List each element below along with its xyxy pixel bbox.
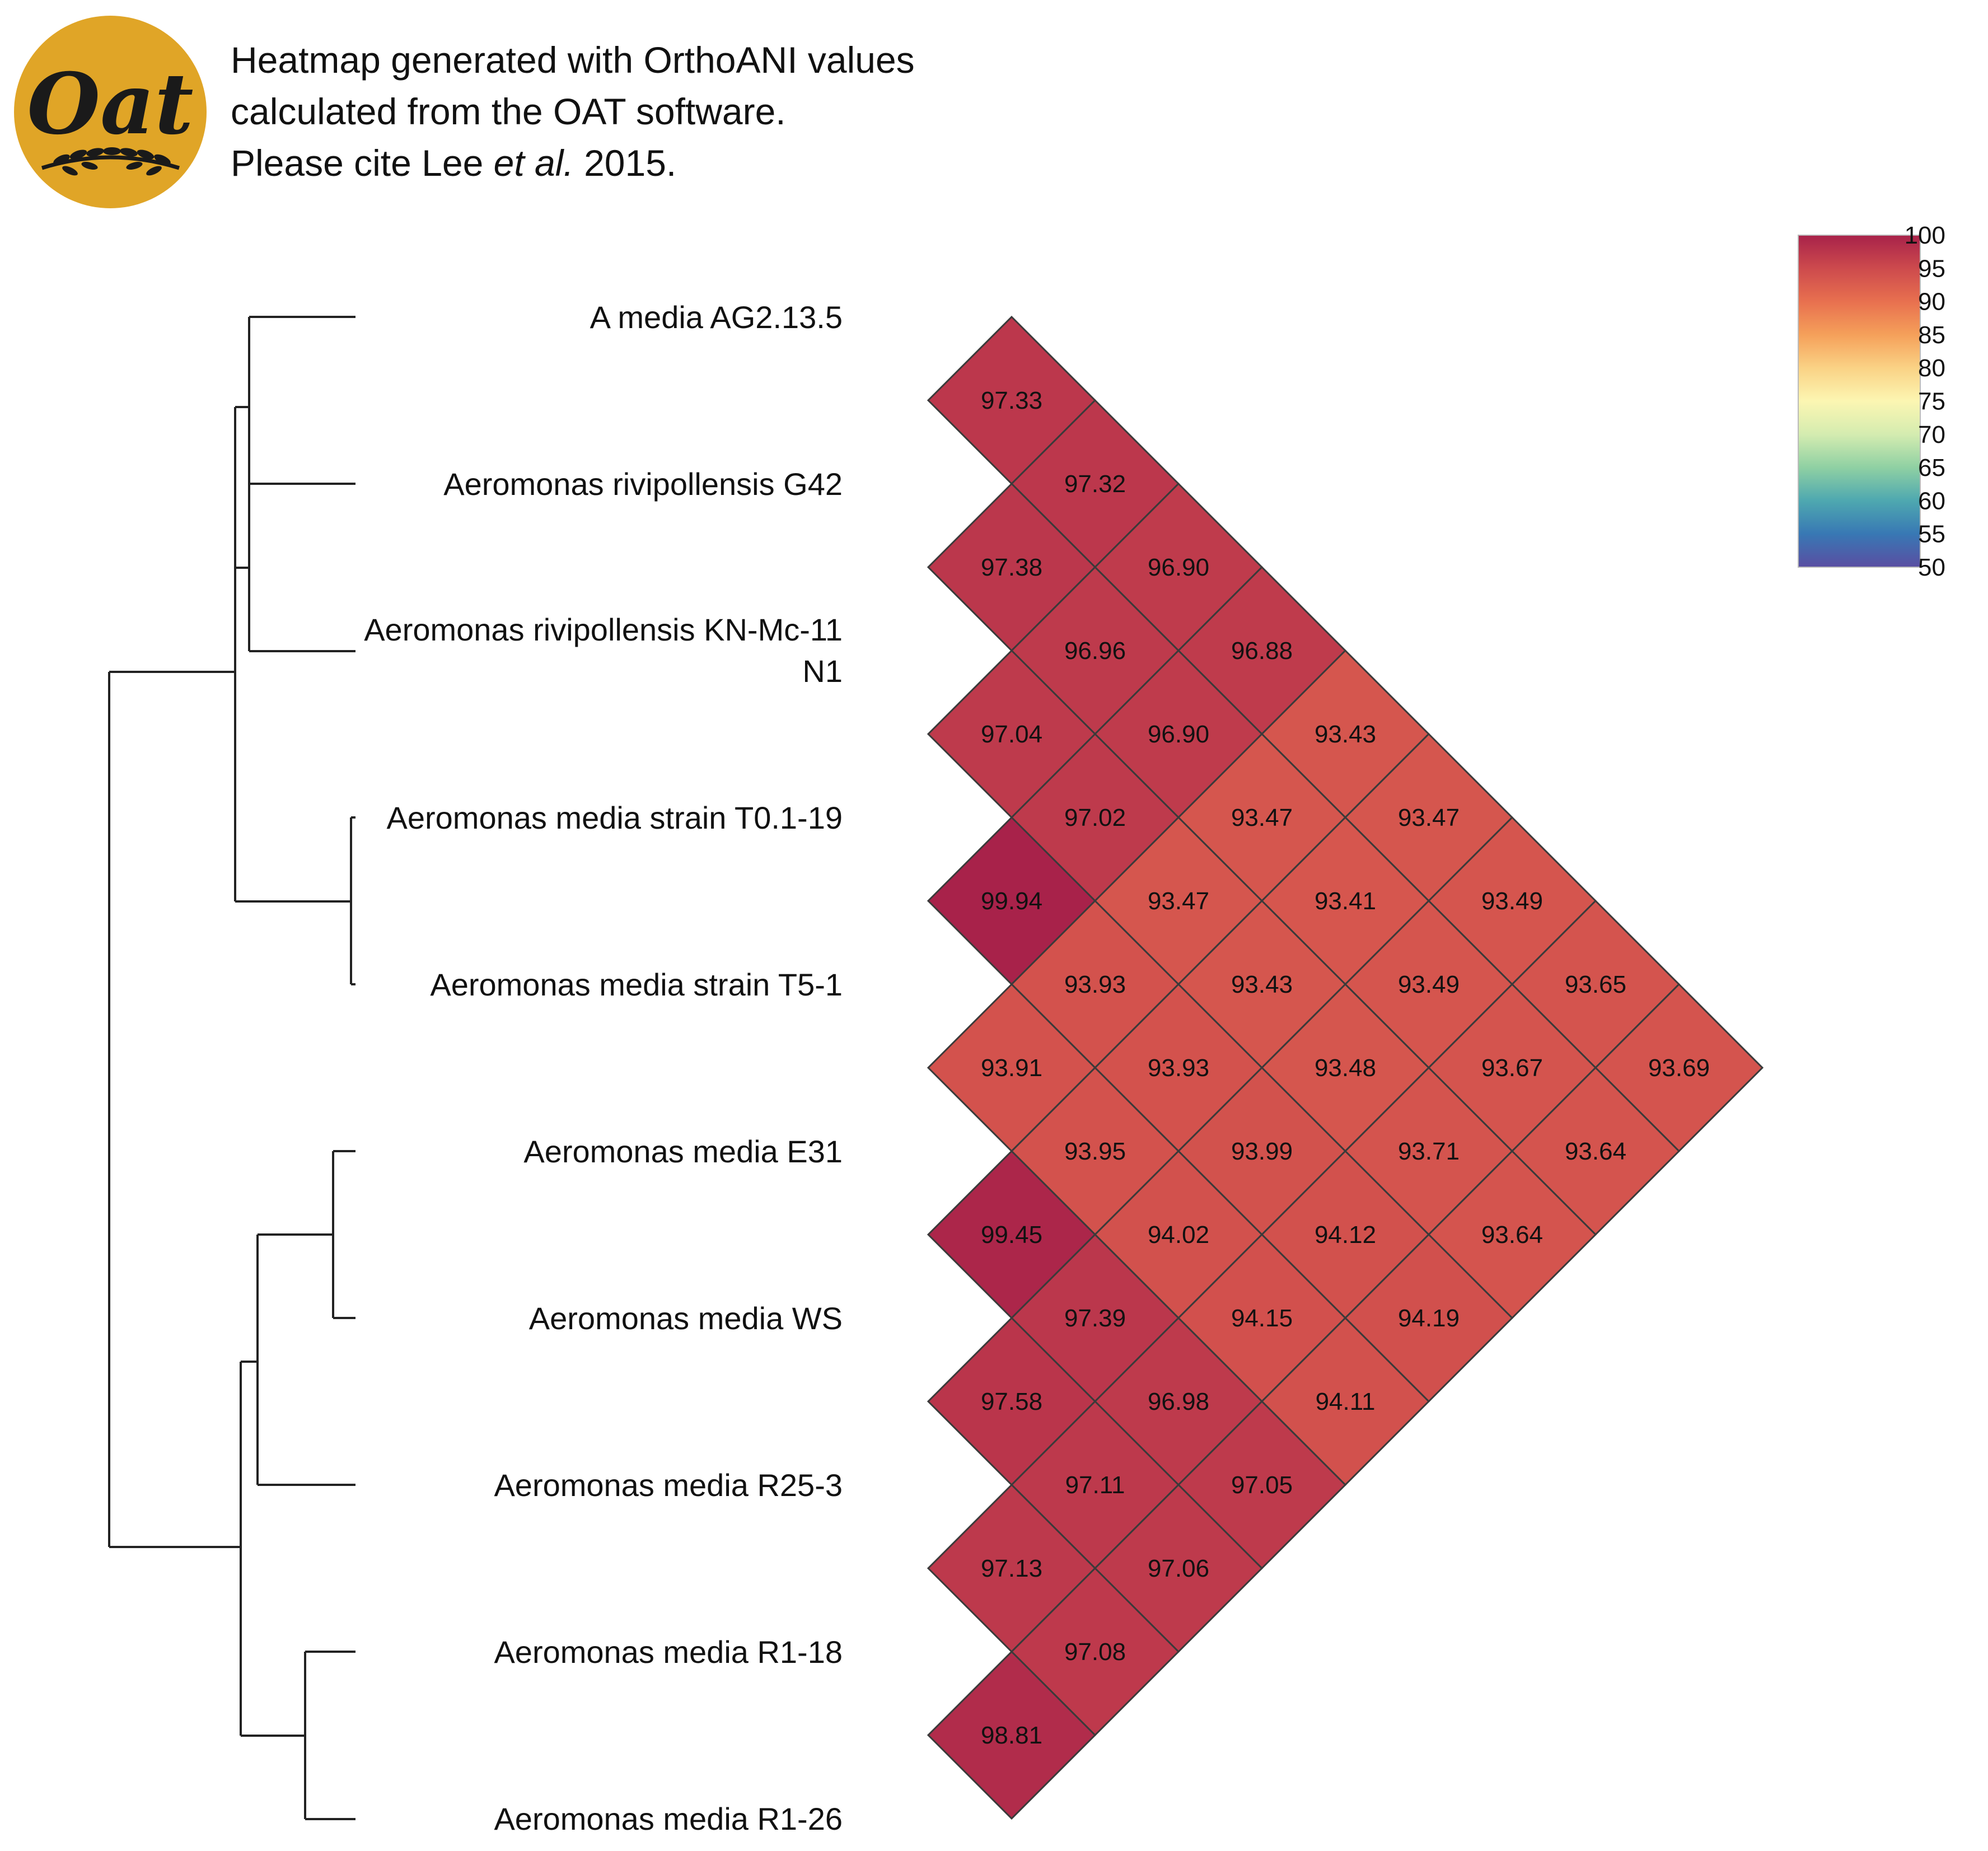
heatmap-cell-label: 93.64 [1481, 1221, 1543, 1249]
colorbar-tick-label: 100 [1905, 222, 1945, 249]
strain-label: Aeromonas media R25-3 [494, 1467, 843, 1503]
heatmap-cell-label: 93.64 [1565, 1138, 1626, 1165]
heatmap-cell-label: 93.41 [1315, 887, 1376, 915]
colorbar-ticks: 100 95 90 85 80 75 70 65 60 55 50 [1905, 222, 1945, 581]
heatmap-cell-label: 96.98 [1148, 1388, 1209, 1415]
heatmap-cell-label: 94.19 [1398, 1305, 1460, 1332]
heatmap-cell-label: 96.90 [1148, 554, 1209, 581]
heatmap-cell-label: 94.02 [1148, 1221, 1209, 1249]
strain-label: Aeromonas media E31 [523, 1134, 843, 1169]
dendrogram [108, 316, 355, 1820]
strain-label: Aeromonas media WS [529, 1301, 843, 1336]
header-line-1: Heatmap generated with OrthoANI values [231, 39, 915, 81]
colorbar-tick-label: 85 [1918, 321, 1945, 349]
heatmap-cell-label: 97.38 [981, 554, 1042, 581]
heatmap-cell-label: 93.47 [1148, 887, 1209, 915]
heatmap-cell-label: 96.88 [1231, 637, 1293, 665]
heatmap-cell-label: 93.69 [1648, 1054, 1710, 1082]
heatmap-cell-label: 97.02 [1064, 804, 1126, 831]
heatmap-cell-label: 93.67 [1481, 1054, 1543, 1082]
heatmap-cell-label: 94.12 [1315, 1221, 1376, 1249]
colorbar-tick-label: 80 [1918, 354, 1945, 382]
strain-label-line: Aeromonas media R1-18 [494, 1634, 843, 1670]
strain-label: Aeromonas media R1-18 [494, 1634, 843, 1670]
header-line-2: calculated from the OAT software. [231, 91, 786, 132]
heatmap-cell-label: 97.06 [1148, 1555, 1209, 1582]
heatmap-cell-label: 98.81 [981, 1722, 1042, 1749]
heatmap-cell-label: 93.43 [1231, 971, 1293, 998]
header-line-3-italic: et al. [494, 142, 574, 184]
oat-logo: Oat [14, 16, 207, 208]
strain-label: Aeromonas media strain T0.1-19 [387, 800, 843, 835]
strain-label: Aeromonas media strain T5-1 [430, 967, 843, 1002]
strain-label-line: Aeromonas media strain T0.1-19 [387, 800, 843, 835]
header-line-3-prefix: Please cite Lee [231, 142, 494, 184]
heatmap-cell: 98.81 [927, 1650, 1097, 1820]
heatmap-cell-label: 97.32 [1064, 470, 1126, 498]
heatmap-cell-label: 97.33 [981, 387, 1042, 414]
colorbar-tick-label: 65 [1918, 454, 1945, 482]
heatmap-cell-label: 97.08 [1064, 1638, 1126, 1666]
heatmap-cell-label: 97.13 [981, 1555, 1042, 1582]
heatmap-cell-label: 97.05 [1231, 1471, 1293, 1499]
strain-label-line: Aeromonas media strain T5-1 [430, 967, 843, 1002]
heatmap-cell-label: 99.45 [981, 1221, 1042, 1249]
strain-label: Aeromonas rivipollensis G42 [443, 466, 843, 502]
heatmap-cell-label: 93.99 [1231, 1138, 1293, 1165]
heatmap-cell-label: 93.93 [1064, 971, 1126, 998]
heatmap-cell-label: 99.94 [981, 887, 1042, 915]
colorbar-tick-label: 55 [1918, 521, 1945, 548]
strain-label-line: Aeromonas media R1-26 [494, 1801, 843, 1836]
heatmap-cell-label: 93.49 [1398, 971, 1460, 998]
heatmap-cell-label: 93.65 [1565, 971, 1626, 998]
colorbar-gradient [1798, 235, 1921, 568]
heatmap-cell-label: 93.93 [1148, 1054, 1209, 1082]
heatmap-cell-label: 94.11 [1316, 1388, 1376, 1415]
strain-label: Aeromonas media R1-26 [494, 1801, 843, 1836]
colorbar-tick-label: 90 [1918, 288, 1945, 316]
colorbar-tick-label: 50 [1918, 554, 1945, 581]
heatmap-cell-label: 97.04 [981, 721, 1042, 748]
logo-text: Oat [27, 55, 193, 153]
strain-label: A media AG2.13.5 [590, 300, 843, 335]
heatmap-cell-label: 93.71 [1398, 1138, 1460, 1165]
heatmap-cell-label: 93.95 [1064, 1138, 1126, 1165]
heatmap-cell-label: 93.91 [981, 1054, 1042, 1082]
heatmap-cell-label: 97.58 [981, 1388, 1042, 1415]
colorbar-tick-label: 75 [1918, 388, 1945, 415]
header-line-3-suffix: 2015. [574, 142, 677, 184]
heatmap-cell-shape [927, 1650, 1097, 1820]
strain-label: Aeromonas rivipollensis KN-Mc-11 N1 [364, 612, 843, 689]
heatmap-cell-label: 97.39 [1064, 1305, 1126, 1332]
heatmap-cell-label: 93.48 [1315, 1054, 1376, 1082]
strain-label-line: Aeromonas rivipollensis G42 [443, 466, 843, 502]
heatmap-cells: 97.33 97.32 96.90 96.88 93.43 93.47 93.49 93.65… [927, 315, 1764, 1820]
strain-label-line: Aeromonas media WS [529, 1301, 843, 1336]
colorbar-tick-label: 60 [1918, 487, 1945, 515]
heatmap-cell-label: 93.47 [1231, 804, 1293, 831]
colorbar: 100 95 90 85 80 75 70 65 60 55 50 [1798, 222, 1945, 581]
heatmap-cell-label: 93.43 [1315, 721, 1376, 748]
heatmap-cell-label: 94.15 [1231, 1305, 1293, 1332]
heatmap-cell-label: 96.90 [1148, 721, 1209, 748]
heatmap-cell-label: 93.47 [1398, 804, 1460, 831]
header-line-3: Please cite Lee et al. 2015. [231, 142, 676, 184]
wheat-sprig-icon [41, 147, 180, 176]
colorbar-tick-label: 70 [1918, 421, 1945, 448]
heatmap-cell-label: 96.96 [1064, 637, 1126, 665]
heatmap-cell-label: 93.49 [1481, 887, 1543, 915]
strain-label-line: Aeromonas media R25-3 [494, 1467, 843, 1503]
strain-label-line: Aeromonas media E31 [523, 1134, 843, 1169]
strain-label-line: N1 [802, 653, 843, 689]
heatmap-cell-label: 97.11 [1065, 1471, 1125, 1499]
strain-labels: A media AG2.13.5 Aeromonas rivipollensis … [364, 300, 843, 1836]
colorbar-tick-label: 95 [1918, 255, 1945, 282]
strain-label-line: Aeromonas rivipollensis KN-Mc-11 [364, 612, 843, 647]
strain-label-line: A media AG2.13.5 [590, 300, 843, 335]
